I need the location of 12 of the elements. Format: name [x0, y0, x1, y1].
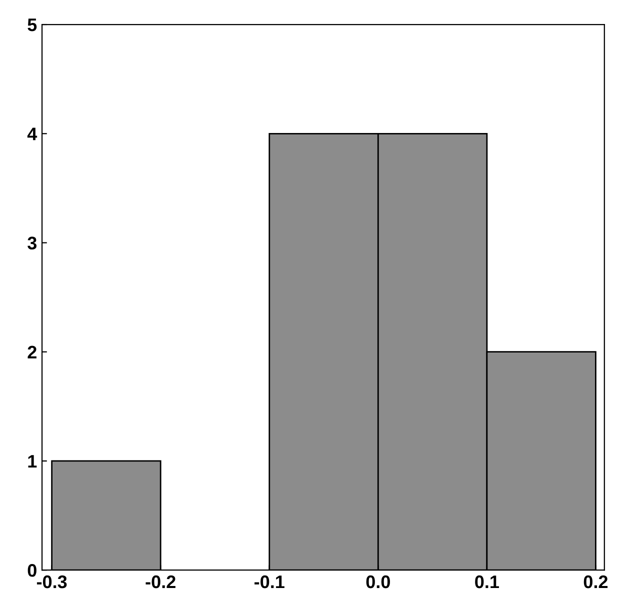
x-tick-label: 0.1 [475, 575, 499, 588]
x-tick-label: 0.2 [584, 575, 608, 588]
x-tick-label: -0.2 [146, 575, 176, 588]
x-tick-label: -0.1 [254, 575, 284, 588]
y-tick-label: 2 [28, 346, 36, 358]
y-tick-label: 3 [28, 236, 37, 250]
x-tick-label: 0.0 [366, 575, 390, 588]
y-tick-label: 4 [27, 128, 38, 140]
x-tick-label: -0.3 [36, 575, 67, 588]
y-tick-label: 1 [28, 455, 37, 468]
y-tick-label: 5 [28, 18, 37, 32]
y-tick-label: 0 [28, 564, 36, 577]
